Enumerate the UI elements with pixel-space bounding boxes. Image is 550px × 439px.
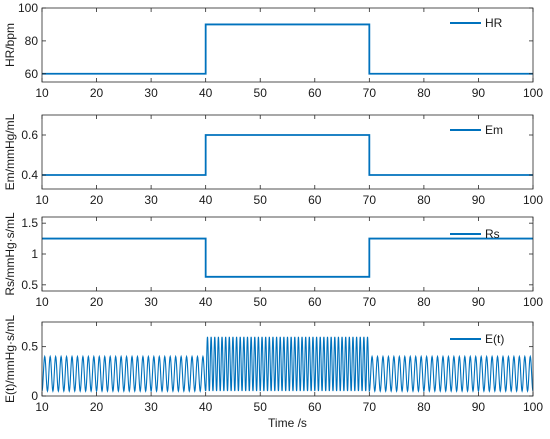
x-tick-label: 10 bbox=[35, 295, 49, 309]
x-tick-label: 70 bbox=[363, 193, 377, 207]
x-tick-label: 70 bbox=[363, 295, 377, 309]
x-tick-label: 30 bbox=[144, 400, 158, 414]
y-tick-label: 80 bbox=[25, 34, 39, 48]
y-axis-label: Rs/mmHg·s/mL bbox=[3, 212, 17, 296]
plot-frame bbox=[41, 7, 534, 83]
x-tick-label: 50 bbox=[254, 86, 268, 100]
y-tick-label: 1 bbox=[31, 247, 38, 261]
series-line-Rs bbox=[42, 237, 533, 278]
chart-panel-3: Rs 10 20 30 40 50 60 70 80 90 100 0.5 1 1.5 Rs/mmHg·s/… bbox=[3, 212, 543, 309]
x-tick-label: 40 bbox=[199, 193, 213, 207]
y-tick-label: 1.5 bbox=[21, 216, 38, 230]
x-tick-label: 30 bbox=[144, 86, 158, 100]
series-line-E(t) bbox=[42, 336, 533, 393]
x-tick-label: 30 bbox=[144, 193, 158, 207]
chart-panel-4: E(t) 10 20 30 40 50 60 70 80 90 100 0 0.5 E(t)/mmHg·s… bbox=[3, 315, 543, 430]
x-tick-label: 70 bbox=[363, 400, 377, 414]
x-tick-label: 20 bbox=[90, 295, 104, 309]
y-tick-label: 0.6 bbox=[21, 128, 38, 142]
y-tick-label: 0.5 bbox=[21, 340, 38, 354]
x-tick-label: 70 bbox=[363, 86, 377, 100]
legend-label: HR bbox=[485, 16, 503, 30]
legend-label: Rs bbox=[485, 227, 500, 241]
x-tick-label: 20 bbox=[90, 400, 104, 414]
y-tick-label: 0 bbox=[31, 389, 38, 403]
chart-panel-2: Em 10 20 30 40 50 60 70 80 90 100 0.4 0.6 Em/mmHg/mL bbox=[3, 113, 543, 207]
plot-frame bbox=[41, 321, 534, 397]
x-tick-label: 40 bbox=[199, 295, 213, 309]
x-axis-label: Time /s bbox=[268, 416, 307, 430]
plot-frame bbox=[41, 114, 534, 190]
x-tick-label: 100 bbox=[523, 86, 543, 100]
series-line-Em bbox=[42, 134, 533, 176]
y-tick-label: 0.5 bbox=[21, 278, 38, 292]
x-tick-label: 20 bbox=[90, 193, 104, 207]
y-axis-label: Em/mmHg/mL bbox=[3, 113, 17, 190]
x-tick-label: 10 bbox=[35, 400, 49, 414]
x-tick-label: 80 bbox=[417, 295, 431, 309]
x-tick-label: 100 bbox=[523, 400, 543, 414]
series-line-HR bbox=[42, 23, 533, 75]
x-tick-label: 60 bbox=[308, 400, 322, 414]
x-tick-label: 50 bbox=[254, 295, 268, 309]
y-tick-label: 60 bbox=[25, 67, 39, 81]
y-axis-label: E(t)/mmHg·s/mL bbox=[3, 315, 17, 403]
x-tick-label: 60 bbox=[308, 295, 322, 309]
x-tick-label: 10 bbox=[35, 193, 49, 207]
y-tick-label: 0.4 bbox=[21, 168, 38, 182]
legend-label: Em bbox=[485, 123, 503, 137]
x-tick-label: 50 bbox=[254, 400, 268, 414]
legend-label: E(t) bbox=[485, 332, 504, 346]
x-tick-label: 100 bbox=[523, 295, 543, 309]
x-tick-label: 60 bbox=[308, 86, 322, 100]
x-tick-label: 50 bbox=[254, 193, 268, 207]
x-tick-label: 90 bbox=[472, 295, 486, 309]
x-tick-label: 40 bbox=[199, 86, 213, 100]
x-tick-label: 20 bbox=[90, 86, 104, 100]
x-tick-label: 90 bbox=[472, 193, 486, 207]
x-tick-label: 80 bbox=[417, 193, 431, 207]
y-tick-label: 100 bbox=[18, 1, 38, 15]
x-tick-label: 40 bbox=[199, 400, 213, 414]
x-tick-label: 100 bbox=[523, 193, 543, 207]
x-tick-label: 90 bbox=[472, 86, 486, 100]
x-tick-label: 80 bbox=[417, 400, 431, 414]
x-tick-label: 60 bbox=[308, 193, 322, 207]
x-tick-label: 30 bbox=[144, 295, 158, 309]
y-axis-label: HR/bpm bbox=[3, 23, 17, 67]
plot-frame bbox=[41, 216, 534, 292]
x-tick-label: 90 bbox=[472, 400, 486, 414]
x-tick-label: 10 bbox=[35, 86, 49, 100]
x-tick-label: 80 bbox=[417, 86, 431, 100]
